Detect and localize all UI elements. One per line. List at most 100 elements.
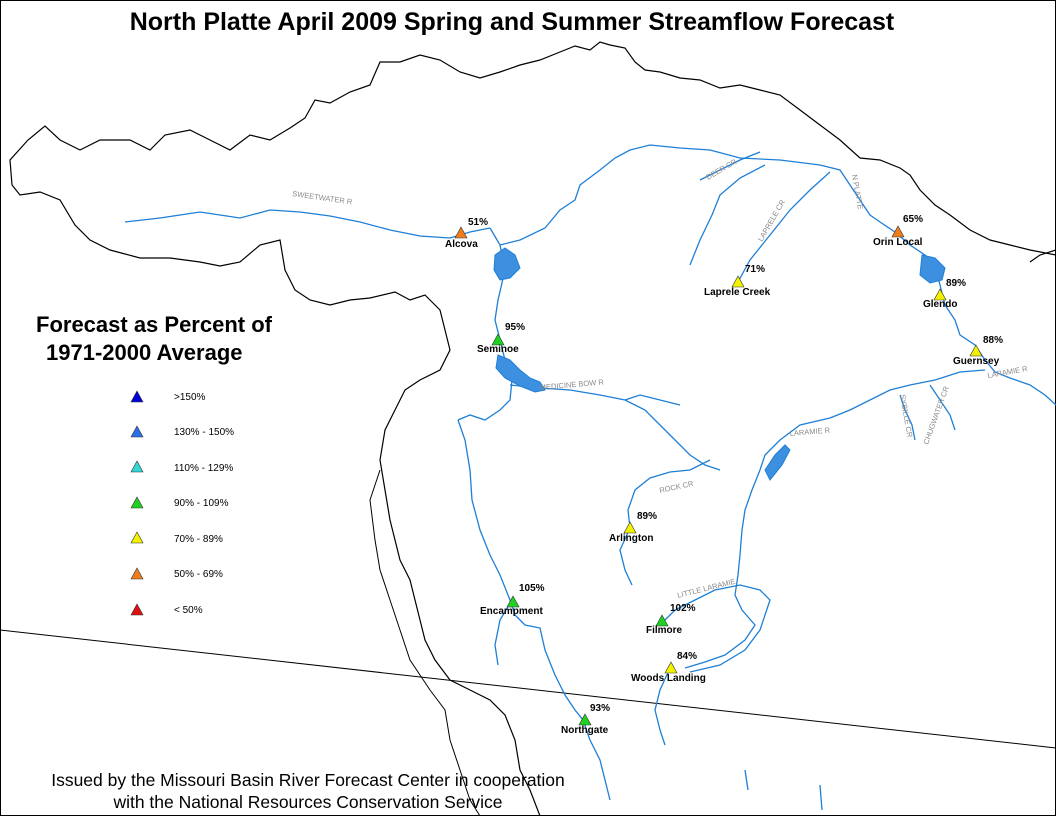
- river-laramie: [759, 369, 986, 471]
- river-encampment-trib: [494, 599, 513, 666]
- river-sweetwater: [124, 209, 491, 239]
- river-woods: [654, 667, 671, 746]
- river-laprele: [737, 171, 831, 283]
- river-laprele-2: [689, 164, 766, 266]
- station-marker: [506, 595, 520, 608]
- station-northgate: 93% Northgate: [561, 703, 610, 736]
- station-alcova: 51% Alcova: [445, 217, 488, 250]
- river-label: SWEETWATER R: [292, 189, 354, 206]
- station-marker: [655, 614, 669, 627]
- station-percent: 88%: [983, 335, 1003, 346]
- river-little-laramie: [664, 584, 771, 673]
- river-label: N PLATTE: [850, 174, 865, 210]
- station-laprele-creek: 71% Laprele Creek: [704, 264, 771, 298]
- legend-item: 130% - 150%: [130, 425, 234, 438]
- station-percent: 93%: [590, 703, 610, 714]
- legend-title-line2: 1971-2000 Average: [46, 340, 243, 365]
- legend-title-line1: Forecast as Percent of: [36, 312, 272, 337]
- legend-item: 70% - 89%: [130, 531, 223, 545]
- station-marker: [623, 521, 637, 534]
- issuer-credit: Issued by the Missouri Basin River Forec…: [10, 769, 606, 813]
- reservoirs: [493, 247, 946, 481]
- station-percent: 51%: [468, 217, 488, 228]
- legend-swatch: [130, 603, 144, 616]
- river-label: LITTLE LARAMIE: [676, 577, 736, 600]
- footer-line1: Issued by the Missouri Basin River Forec…: [51, 770, 565, 790]
- station-percent: 102%: [670, 603, 696, 614]
- basin-boundary: [9, 41, 1056, 256]
- station-marker: [454, 226, 468, 239]
- map-title: North Platte April 2009 Spring and Summe…: [129, 8, 895, 36]
- legend-swatch: [130, 496, 144, 509]
- river-north-small: [744, 769, 749, 791]
- station-marker: [731, 275, 745, 288]
- station-name: Woods Landing: [631, 673, 706, 684]
- legend-swatch: [130, 531, 144, 544]
- station-percent: 89%: [946, 278, 966, 289]
- station-name: Filmore: [646, 625, 683, 636]
- station-marker: [578, 713, 592, 726]
- legend-item: 50% - 69%: [130, 567, 223, 580]
- station-name: Arlington: [609, 533, 653, 544]
- station-name: Northgate: [561, 725, 609, 736]
- station-encampment: 105% Encampment: [480, 583, 545, 617]
- river-label: DEER CR: [705, 157, 739, 182]
- station-percent: 65%: [903, 214, 923, 225]
- river-medicine-bow-2: [624, 394, 681, 406]
- legend-label: 130% - 150%: [174, 427, 234, 438]
- station-guernsey: 88% Guernsey: [953, 335, 1003, 367]
- basin-boundary-spur: [369, 469, 481, 816]
- legend-swatch: [130, 425, 144, 438]
- footer-line2: with the National Resources Conservation…: [113, 792, 503, 812]
- station-filmore: 102% Filmore: [646, 603, 696, 636]
- river-south-small: [819, 784, 823, 811]
- station-name: Encampment: [480, 606, 543, 617]
- river-medicine-bow: [509, 384, 721, 471]
- legend-item: 110% - 129%: [130, 460, 233, 474]
- state-line: [0, 629, 1056, 749]
- legend: >150% 130% - 150% 110% - 129% 90% - 109%…: [130, 390, 234, 616]
- river-chugwater: [929, 384, 956, 431]
- station-name: Seminoe: [477, 344, 519, 355]
- seminoe-reservoir: [495, 354, 546, 393]
- station-woods-landing: 84% Woods Landing: [631, 651, 706, 684]
- station-marker: [491, 333, 505, 346]
- river-label: LARAMIE R: [789, 425, 831, 438]
- river-laramie-low: [684, 469, 761, 669]
- legend-swatch: [130, 460, 144, 473]
- river-deer-creek: [699, 151, 761, 181]
- station-name: Alcova: [445, 239, 478, 250]
- legend-label: 110% - 129%: [174, 463, 233, 474]
- station-marker: [933, 288, 947, 301]
- station-name: Laprele Creek: [704, 287, 771, 298]
- station-name: Orin Local: [873, 237, 923, 248]
- pathfinder-reservoir: [493, 247, 521, 281]
- station-name: Glendo: [923, 299, 957, 310]
- river-label: LAPRELE CR: [756, 198, 787, 243]
- legend-item: >150%: [130, 390, 206, 403]
- legend-item: < 50%: [130, 603, 203, 616]
- station-name: Guernsey: [953, 356, 1000, 367]
- river-rock-creek-low: [619, 527, 633, 586]
- station-percent: 105%: [519, 583, 545, 594]
- wheatland-reservoir: [764, 444, 791, 481]
- river-network: [124, 144, 1056, 811]
- glendo-reservoir: [919, 254, 946, 284]
- river-encampment: [457, 419, 611, 801]
- legend-label: < 50%: [174, 605, 203, 616]
- station-marker: [891, 225, 905, 238]
- station-percent: 89%: [637, 511, 657, 522]
- legend-title: Forecast as Percent of 1971-2000 Average: [36, 311, 272, 367]
- station-percent: 71%: [745, 264, 765, 275]
- legend-item: 90% - 109%: [130, 496, 229, 509]
- river-label: SYBILLE CR: [898, 394, 914, 439]
- station-glendo: 89% Glendo: [923, 278, 966, 310]
- station-seminoe: 95% Seminoe: [477, 322, 525, 355]
- stations: 51% Alcova 95% Seminoe 71% Laprele Creek…: [445, 214, 1003, 736]
- station-marker: [664, 661, 678, 674]
- station-percent: 84%: [677, 651, 697, 662]
- basin-boundary-east: [1029, 249, 1056, 263]
- station-percent: 95%: [505, 322, 525, 333]
